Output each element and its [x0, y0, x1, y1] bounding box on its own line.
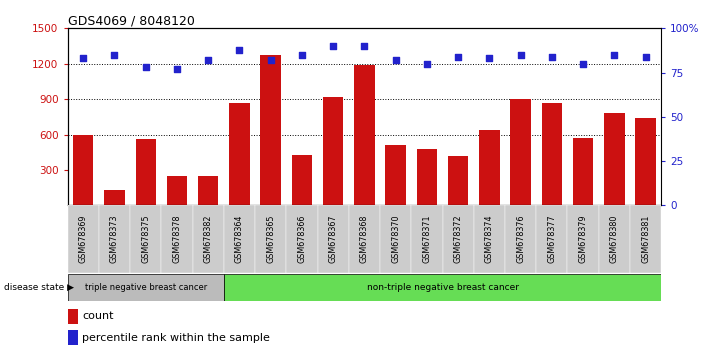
Bar	[630, 205, 661, 273]
Point	[452, 54, 464, 59]
Point	[390, 57, 401, 63]
Text: GSM678367: GSM678367	[328, 215, 338, 263]
Bar	[224, 274, 661, 301]
Text: GSM678379: GSM678379	[579, 215, 587, 263]
Bar	[385, 145, 406, 205]
Bar	[99, 205, 130, 273]
Bar	[198, 176, 218, 205]
Point	[483, 56, 495, 61]
Bar	[636, 118, 656, 205]
Text: percentile rank within the sample: percentile rank within the sample	[82, 332, 270, 343]
Bar	[167, 176, 187, 205]
Bar	[292, 155, 312, 205]
Point	[234, 47, 245, 52]
Text: GSM678371: GSM678371	[422, 215, 432, 263]
Text: GSM678375: GSM678375	[141, 215, 150, 263]
Text: GSM678366: GSM678366	[297, 215, 306, 263]
Bar	[442, 205, 474, 273]
Bar	[68, 274, 224, 301]
Point	[328, 43, 339, 49]
Bar	[260, 56, 281, 205]
Text: disease state ▶: disease state ▶	[4, 283, 73, 292]
Bar	[136, 139, 156, 205]
Bar	[193, 205, 224, 273]
Bar	[68, 330, 78, 345]
Text: GSM678373: GSM678373	[110, 215, 119, 263]
Text: GDS4069 / 8048120: GDS4069 / 8048120	[68, 14, 194, 27]
Bar	[161, 205, 193, 273]
Bar	[68, 309, 78, 324]
Bar	[318, 205, 349, 273]
Point	[421, 61, 432, 67]
Point	[577, 61, 589, 67]
Text: GSM678376: GSM678376	[516, 215, 525, 263]
Text: GSM678377: GSM678377	[547, 215, 557, 263]
Text: GSM678381: GSM678381	[641, 215, 650, 263]
Bar	[479, 130, 500, 205]
Point	[640, 54, 651, 59]
Point	[265, 57, 277, 63]
Point	[515, 52, 526, 58]
Text: GSM678380: GSM678380	[610, 215, 619, 263]
Text: GSM678368: GSM678368	[360, 215, 369, 263]
Bar	[573, 138, 593, 205]
Bar	[287, 205, 318, 273]
Point	[77, 56, 89, 61]
Text: non-triple negative breast cancer: non-triple negative breast cancer	[366, 283, 518, 292]
Point	[609, 52, 620, 58]
Bar	[417, 149, 437, 205]
Bar	[73, 135, 93, 205]
Point	[171, 66, 183, 72]
Text: GSM678378: GSM678378	[172, 215, 181, 263]
Bar	[105, 190, 124, 205]
Bar	[604, 113, 624, 205]
Text: GSM678374: GSM678374	[485, 215, 494, 263]
Bar	[255, 205, 287, 273]
Bar	[599, 205, 630, 273]
Bar	[510, 99, 531, 205]
Point	[546, 54, 557, 59]
Bar	[411, 205, 442, 273]
Text: GSM678365: GSM678365	[266, 215, 275, 263]
Text: GSM678370: GSM678370	[391, 215, 400, 263]
Point	[296, 52, 308, 58]
Text: triple negative breast cancer: triple negative breast cancer	[85, 283, 207, 292]
Bar	[536, 205, 567, 273]
Text: count: count	[82, 311, 114, 321]
Bar	[505, 205, 536, 273]
Text: GSM678372: GSM678372	[454, 215, 463, 263]
Bar	[349, 205, 380, 273]
Bar	[323, 97, 343, 205]
Text: GSM678369: GSM678369	[79, 215, 87, 263]
Bar	[474, 205, 505, 273]
Bar	[567, 205, 599, 273]
Text: GSM678364: GSM678364	[235, 215, 244, 263]
Bar	[542, 103, 562, 205]
Bar	[354, 65, 375, 205]
Point	[203, 57, 214, 63]
Bar	[380, 205, 411, 273]
Point	[358, 43, 370, 49]
Bar	[448, 156, 469, 205]
Point	[140, 64, 151, 70]
Bar	[229, 103, 250, 205]
Point	[109, 52, 120, 58]
Bar	[130, 205, 161, 273]
Bar	[68, 205, 99, 273]
Bar	[224, 205, 255, 273]
Text: GSM678382: GSM678382	[203, 215, 213, 263]
